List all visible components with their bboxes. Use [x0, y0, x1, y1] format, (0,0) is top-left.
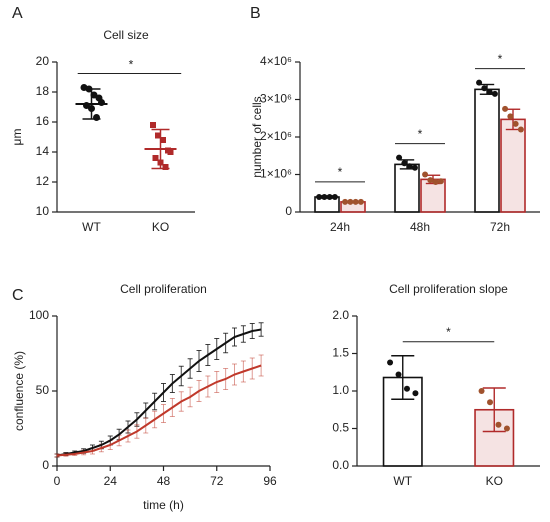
data-point: [507, 113, 514, 120]
y-tick-label: 0.5: [332, 421, 349, 435]
bar: [500, 118, 526, 213]
data-point: [162, 164, 169, 170]
data-point: [395, 371, 402, 378]
data-point: [401, 160, 408, 167]
bar: [420, 178, 446, 213]
data-point: [502, 105, 509, 112]
data-point: [491, 90, 498, 97]
data-point: [476, 79, 483, 86]
data-point: [411, 164, 418, 171]
y-tick-label: 0: [285, 204, 292, 218]
chart-title: Cell size: [103, 28, 149, 42]
data-point: [321, 194, 328, 200]
x-tick-label: 48: [157, 474, 171, 488]
data-point: [503, 425, 510, 432]
x-tick-label: KO: [152, 220, 169, 234]
y-axis-label: confluence (%): [12, 351, 26, 431]
data-point: [357, 198, 364, 205]
panel-label: C: [12, 287, 24, 304]
bar: [394, 163, 420, 213]
x-tick-label: 0: [54, 474, 61, 488]
panel-label: B: [250, 5, 261, 22]
y-tick-label: 1×10⁶: [260, 167, 292, 181]
data-point: [486, 89, 493, 95]
y-axis-label: number of cells: [250, 96, 264, 177]
y-tick-label: 0.0: [332, 458, 349, 472]
data-point: [331, 194, 338, 200]
line: [56, 364, 262, 457]
data-point: [316, 194, 323, 200]
data-point: [422, 171, 429, 178]
y-tick-label: 2×10⁶: [260, 129, 292, 143]
x-tick-label: 48h: [410, 220, 430, 234]
data-point: [152, 155, 159, 161]
data-point: [437, 178, 444, 185]
y-tick-label: 50: [36, 383, 50, 397]
panel-label: A: [12, 5, 23, 22]
x-tick-label: WT: [82, 220, 101, 234]
x-tick-label: KO: [486, 474, 503, 488]
data-point: [403, 385, 410, 392]
data-point: [150, 122, 156, 128]
data-point: [432, 179, 439, 185]
x-tick-label: 72: [210, 474, 224, 488]
y-tick-label: 4×10⁶: [260, 54, 292, 68]
y-tick-label: 10: [36, 204, 50, 218]
data-point: [512, 120, 519, 127]
x-tick-label: 72h: [490, 220, 510, 234]
x-axis-label: time (h): [143, 498, 184, 512]
data-point: [478, 388, 485, 394]
data-point: [427, 177, 434, 184]
data-point: [93, 114, 100, 121]
y-tick-label: 1.5: [332, 346, 349, 360]
x-tick-label: WT: [393, 474, 412, 488]
data-point: [155, 132, 161, 139]
x-tick-label: 96: [263, 474, 277, 488]
y-tick-label: 3×10⁶: [260, 92, 292, 106]
x-tick-label: 24: [104, 474, 118, 488]
y-tick-label: 0: [42, 458, 49, 472]
y-axis-label: μm: [10, 129, 24, 146]
y-tick-label: 1.0: [332, 383, 349, 397]
significance-mark: *: [129, 58, 134, 72]
data-point: [387, 359, 394, 366]
data-point: [517, 126, 524, 133]
y-tick-label: 100: [29, 308, 49, 322]
y-tick-label: 12: [36, 174, 50, 188]
data-point: [160, 137, 166, 143]
data-point: [352, 198, 359, 205]
data-point: [481, 85, 488, 92]
data-point: [495, 421, 502, 428]
data-point: [406, 163, 413, 170]
significance-mark: *: [446, 325, 451, 339]
data-point: [326, 194, 333, 200]
data-point: [167, 149, 174, 155]
significance-mark: *: [338, 165, 343, 179]
chart-title: Cell proliferation slope: [389, 282, 508, 296]
data-point: [342, 198, 349, 205]
chart-title: Cell proliferation: [120, 282, 207, 296]
line: [56, 328, 262, 457]
y-tick-label: 16: [36, 114, 50, 128]
data-point: [412, 390, 419, 397]
y-tick-label: 18: [36, 84, 50, 98]
y-tick-label: 2.0: [332, 308, 349, 322]
data-point: [396, 154, 403, 161]
significance-mark: *: [498, 52, 503, 66]
data-point: [487, 399, 494, 406]
y-tick-label: 14: [36, 144, 50, 158]
x-tick-label: 24h: [330, 220, 350, 234]
y-tick-label: 20: [36, 54, 50, 68]
significance-mark: *: [418, 127, 423, 141]
data-point: [347, 198, 354, 205]
bar: [474, 88, 500, 213]
